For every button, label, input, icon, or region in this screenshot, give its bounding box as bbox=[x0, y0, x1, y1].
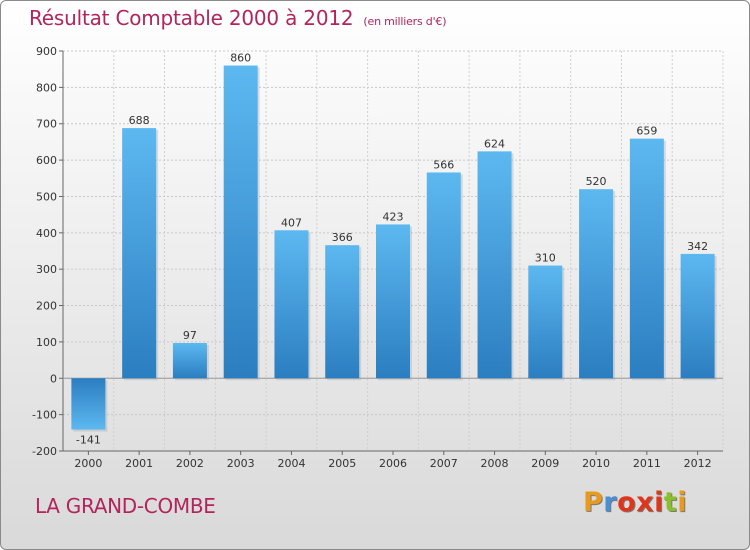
x-tick-label: 2004 bbox=[277, 457, 305, 470]
bar bbox=[528, 265, 563, 379]
logo-letter: i bbox=[654, 487, 664, 518]
data-label: 366 bbox=[332, 231, 353, 244]
bar bbox=[629, 138, 664, 379]
data-label: 97 bbox=[183, 329, 197, 342]
x-tick-label: 2003 bbox=[227, 457, 255, 470]
logo-letter: t bbox=[663, 487, 678, 518]
x-tick-label: 2008 bbox=[481, 457, 509, 470]
x-tick-label: 2007 bbox=[430, 457, 458, 470]
bar bbox=[325, 245, 360, 379]
y-tick-label: 200 bbox=[36, 300, 57, 313]
chart-title: Résultat Comptable 2000 à 2012 (en millie… bbox=[29, 6, 447, 30]
x-tick-label: 2012 bbox=[684, 457, 712, 470]
chart-title-unit: (en milliers d'€) bbox=[363, 15, 447, 28]
y-tick-label: 800 bbox=[36, 81, 57, 94]
y-tick-label: 0 bbox=[50, 372, 57, 385]
bar bbox=[172, 343, 207, 379]
bar-layer bbox=[71, 65, 717, 432]
data-label: 566 bbox=[433, 158, 454, 171]
x-tick-label: 2011 bbox=[633, 457, 661, 470]
y-tick-label: 700 bbox=[36, 118, 57, 131]
data-label: 860 bbox=[230, 52, 251, 65]
bar bbox=[122, 128, 157, 379]
x-tick-label: 2000 bbox=[74, 457, 102, 470]
x-tick-label: 2006 bbox=[379, 457, 407, 470]
bar bbox=[477, 151, 512, 379]
x-tick-label: 2010 bbox=[582, 457, 610, 470]
data-label: -141 bbox=[76, 434, 101, 447]
y-tick-label: 100 bbox=[36, 336, 57, 349]
x-tick-label: 2005 bbox=[328, 457, 356, 470]
bar bbox=[680, 253, 715, 379]
y-tick-label: -100 bbox=[32, 409, 57, 422]
data-label: 624 bbox=[484, 137, 505, 150]
logo-letter: P bbox=[583, 487, 604, 518]
data-label: 423 bbox=[383, 210, 404, 223]
data-label: 342 bbox=[687, 240, 708, 253]
bar bbox=[426, 172, 461, 379]
y-tick-label: 500 bbox=[36, 190, 57, 203]
bar bbox=[71, 378, 106, 430]
chart-title-main: Résultat Comptable 2000 à 2012 bbox=[29, 6, 354, 30]
y-tick-label: 400 bbox=[36, 227, 57, 240]
logo-letter: o bbox=[617, 487, 637, 518]
y-tick-label: -200 bbox=[32, 445, 57, 458]
bar bbox=[274, 230, 309, 379]
proxiti-logo: Proxiti bbox=[583, 487, 687, 518]
data-label: 659 bbox=[636, 125, 657, 138]
commune-name: LA GRAND-COMBE bbox=[35, 494, 216, 518]
logo-letter: i bbox=[677, 487, 688, 518]
y-tick-label: 900 bbox=[36, 45, 57, 58]
y-tick-label: 300 bbox=[36, 263, 57, 276]
bar bbox=[579, 189, 614, 379]
data-label: 520 bbox=[586, 175, 607, 188]
data-label: 407 bbox=[281, 216, 302, 229]
logo-letter: x bbox=[636, 487, 655, 518]
logo-letter: r bbox=[603, 487, 618, 518]
y-tick-label: 600 bbox=[36, 154, 57, 167]
x-tick-label: 2002 bbox=[176, 457, 204, 470]
bar bbox=[223, 65, 258, 379]
label-layer: -141 688 97 860 407 366 423 566 624 310 520 659 342 bbox=[76, 52, 708, 447]
data-label: 310 bbox=[535, 252, 556, 265]
axis-layer: -200 -100 0 100 200 300 400 500 600 700 800 900 2000… bbox=[32, 45, 723, 470]
x-tick-label: 2001 bbox=[125, 457, 153, 470]
x-tick-label: 2009 bbox=[531, 457, 559, 470]
bar bbox=[376, 224, 410, 379]
data-label: 688 bbox=[129, 114, 150, 127]
